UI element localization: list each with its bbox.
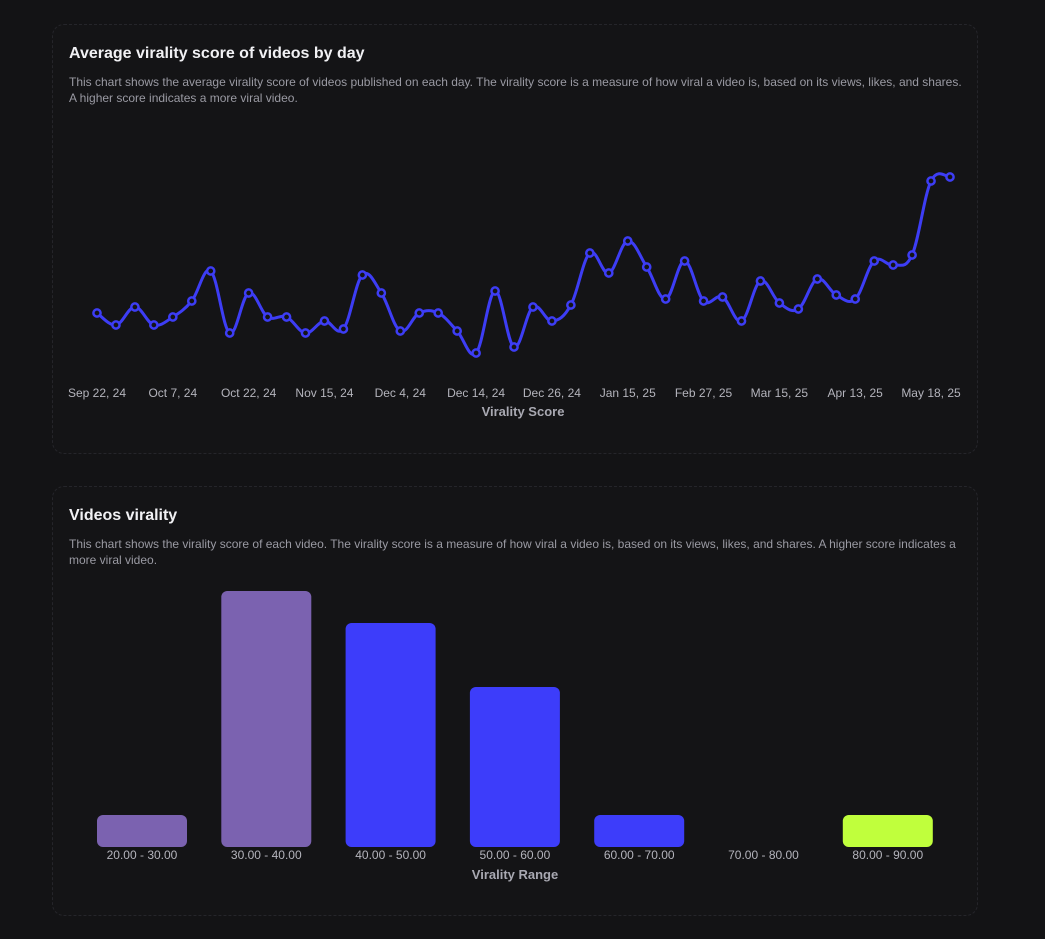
x-tick-label: 70.00 - 80.00 [728, 848, 799, 862]
data-point[interactable] [452, 326, 463, 336]
data-point[interactable] [736, 316, 747, 326]
x-tick-label: Oct 22, 24 [221, 386, 277, 400]
data-point[interactable] [338, 324, 349, 334]
data-point[interactable] [945, 172, 955, 182]
data-point[interactable] [509, 342, 519, 352]
x-tick-label: 80.00 - 90.00 [852, 848, 923, 862]
x-tick-label: Sep 22, 24 [68, 386, 126, 400]
data-point[interactable] [167, 312, 178, 322]
bar-chart-x-axis-title: Virality Range [472, 867, 558, 882]
x-tick-label: Jan 15, 25 [600, 386, 656, 400]
data-point[interactable] [471, 348, 481, 358]
data-point[interactable] [92, 308, 102, 318]
x-tick-label: Dec 26, 24 [523, 386, 581, 400]
x-tick-label: Dec 4, 24 [375, 386, 427, 400]
x-tick-label: 60.00 - 70.00 [604, 848, 675, 862]
x-tick-label: 20.00 - 30.00 [107, 848, 178, 862]
line-chart-description: This chart shows the average virality sc… [69, 75, 962, 105]
data-point[interactable] [679, 256, 690, 266]
line-chart-title: Average virality score of videos by day [69, 45, 365, 62]
x-tick-label: Dec 14, 24 [447, 386, 505, 400]
x-tick-label: 50.00 - 60.00 [480, 848, 551, 862]
data-point[interactable] [490, 286, 500, 296]
x-tick-label: Mar 15, 25 [751, 386, 809, 400]
data-point[interactable] [831, 290, 842, 300]
data-point[interactable] [622, 236, 633, 246]
x-tick-label: 40.00 - 50.00 [355, 848, 426, 862]
line-chart-card: Average virality score of videos by day … [52, 24, 978, 454]
data-point[interactable] [149, 320, 159, 330]
data-point[interactable] [186, 296, 197, 306]
data-point[interactable] [926, 176, 936, 186]
data-point[interactable] [717, 292, 728, 302]
data-point[interactable] [300, 328, 311, 338]
bar[interactable] [469, 687, 560, 847]
data-point[interactable] [243, 288, 254, 298]
x-tick-label: Feb 27, 25 [675, 386, 733, 400]
bar[interactable] [842, 815, 933, 847]
data-point[interactable] [755, 276, 766, 286]
data-point[interactable] [566, 300, 576, 310]
data-point[interactable] [793, 304, 804, 314]
data-point[interactable] [888, 260, 898, 270]
line-chart: Virality Score Sep 22, 24 Oct 7, 24 Oct 22… [68, 172, 961, 419]
x-tick-label: Apr 13, 25 [827, 386, 883, 400]
x-tick-label: May 18, 25 [901, 386, 961, 400]
data-point[interactable] [698, 296, 709, 306]
data-point[interactable] [907, 250, 917, 260]
data-point[interactable] [603, 268, 614, 278]
data-point[interactable] [433, 308, 444, 318]
data-point[interactable] [357, 270, 368, 280]
x-tick-label: Oct 7, 24 [148, 386, 197, 400]
data-point[interactable] [584, 248, 595, 258]
bar[interactable] [345, 623, 436, 847]
data-point[interactable] [850, 294, 861, 304]
data-point[interactable] [319, 316, 330, 326]
bar[interactable] [221, 591, 312, 847]
x-tick-label: Nov 15, 24 [295, 386, 353, 400]
data-point[interactable] [641, 262, 652, 272]
data-point[interactable] [224, 328, 235, 338]
data-point[interactable] [281, 312, 292, 322]
bar[interactable] [594, 815, 685, 847]
data-point[interactable] [547, 316, 557, 326]
data-point[interactable] [774, 298, 785, 308]
data-point[interactable] [111, 320, 121, 330]
data-point[interactable] [130, 302, 140, 312]
x-tick-label: 30.00 - 40.00 [231, 848, 302, 862]
data-point[interactable] [660, 294, 671, 304]
data-point[interactable] [262, 312, 273, 322]
bar-chart-title: Videos virality [69, 507, 178, 524]
data-point[interactable] [528, 302, 538, 312]
series-line [95, 172, 952, 356]
data-point[interactable] [869, 256, 880, 266]
line-chart-x-axis-title: Virality Score [482, 404, 565, 419]
data-point[interactable] [376, 288, 387, 298]
data-point[interactable] [414, 308, 425, 318]
data-point[interactable] [395, 326, 406, 336]
data-point[interactable] [812, 274, 823, 284]
bar-chart-description: This chart shows the virality score of e… [69, 537, 956, 567]
data-point[interactable] [205, 266, 216, 276]
bar[interactable] [97, 815, 187, 847]
